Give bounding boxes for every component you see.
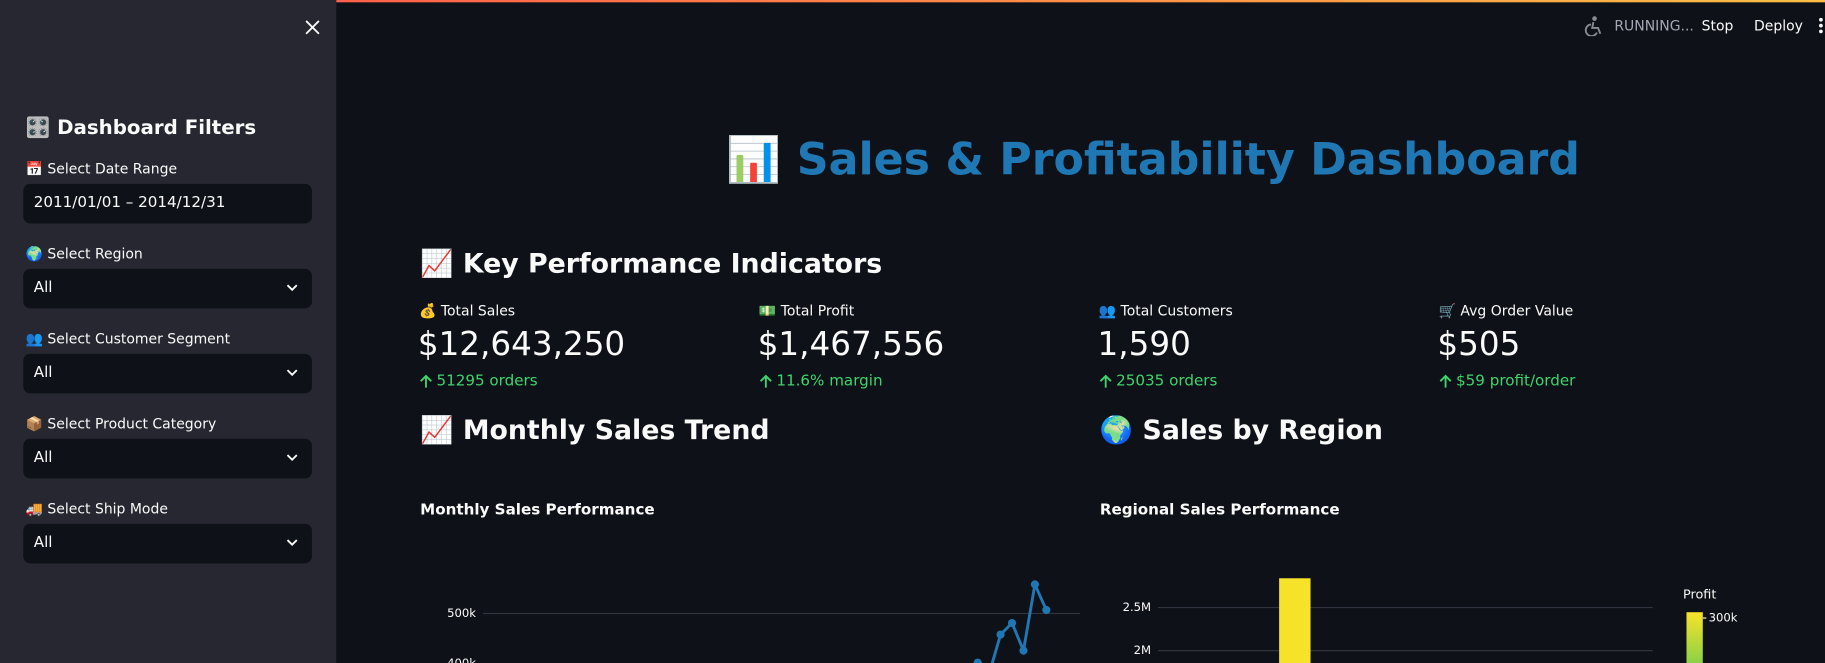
chevron	[286, 539, 298, 547]
kpi-delta: 11.6% margin	[776, 372, 883, 390]
kpi-delta: $59 profit/order	[1456, 372, 1576, 390]
date-input[interactable]: 2011/01/01 – 2014/12/31	[23, 183, 312, 224]
filter-label: 👥 Select Customer Segment	[25, 330, 231, 347]
delta-arrow	[1099, 374, 1112, 388]
close-sidebar[interactable]	[305, 20, 320, 35]
filter-label: 📅 Select Date Range	[25, 160, 178, 177]
section-heading: 📈 Monthly Sales Trend	[420, 415, 770, 446]
select-box[interactable]: All	[23, 353, 312, 394]
delta-arrow	[759, 374, 772, 388]
y-tick-label: 500k	[447, 606, 476, 620]
point	[1019, 646, 1028, 655]
stop-button[interactable]: Stop	[1701, 17, 1734, 34]
y-tick-label: 2.5M	[1123, 600, 1152, 614]
kpi-value: 1,590	[1097, 324, 1191, 364]
filter-value: All	[33, 364, 53, 382]
status: RUNNING...	[1614, 17, 1694, 34]
kpi-delta: 51295 orders	[436, 372, 538, 390]
delta-arrow	[420, 374, 432, 388]
main-menu[interactable]	[1818, 17, 1824, 34]
y-tick-label: 400k	[447, 656, 476, 663]
y-tick-label: 2M	[1134, 643, 1151, 657]
deploy-button[interactable]: Deploy	[1753, 17, 1803, 34]
chevron	[286, 284, 298, 292]
sidebar: 🎛️ Dashboard Filters 📅 Select Date Range…	[0, 0, 337, 663]
kpi-label: 👥 Total Customers	[1098, 302, 1233, 319]
top-decoration	[0, 0, 1825, 3]
kpi-value: $1,467,556	[757, 324, 945, 364]
chevron	[286, 454, 298, 462]
point	[1042, 605, 1051, 615]
legend-title: Profit	[1683, 587, 1716, 602]
kpi-value: $505	[1437, 324, 1521, 364]
select-box[interactable]: All	[23, 523, 312, 564]
filter-label: 🌍 Select Region	[25, 245, 143, 262]
section-heading: 📈 Key Performance Indicators	[420, 249, 883, 280]
filter-value: All	[33, 534, 53, 552]
bar	[1279, 578, 1311, 663]
kpi-label: 💵 Total Profit	[758, 302, 855, 319]
delta-arrow	[1439, 374, 1452, 388]
filter-value: All	[33, 449, 53, 467]
filter-value: 2011/01/01 – 2014/12/31	[33, 194, 226, 212]
kpi-delta: 25035 orders	[1116, 372, 1218, 390]
colorbar	[1686, 612, 1703, 663]
filter-label: 📦 Select Product Category	[25, 415, 217, 432]
kpi-label: 🛒 Avg Order Value	[1438, 302, 1574, 319]
section-heading: 🌍 Sales by Region	[1099, 415, 1383, 446]
chevron	[286, 369, 298, 377]
point	[1007, 618, 1017, 628]
kpi-value: $12,643,250	[417, 324, 626, 364]
filter-value: All	[33, 279, 53, 297]
point	[1030, 580, 1039, 589]
chart-title: Monthly Sales Performance	[420, 500, 655, 518]
select-box[interactable]: All	[23, 268, 312, 309]
point	[973, 658, 982, 663]
running-icon	[1583, 15, 1604, 41]
kpi-label: 💰 Total Sales	[419, 302, 516, 319]
colorbar-tick-label: 300k	[1709, 611, 1738, 625]
sidebar-title: 🎛️ Dashboard Filters	[25, 116, 257, 140]
chart-title: Regional Sales Performance	[1100, 500, 1340, 518]
filter-label: 🚚 Select Ship Mode	[25, 500, 168, 517]
dashboard-title: 📊 Sales & Profitability Dashboard	[726, 133, 1580, 186]
select-box[interactable]: All	[23, 438, 312, 479]
point	[996, 630, 1005, 639]
